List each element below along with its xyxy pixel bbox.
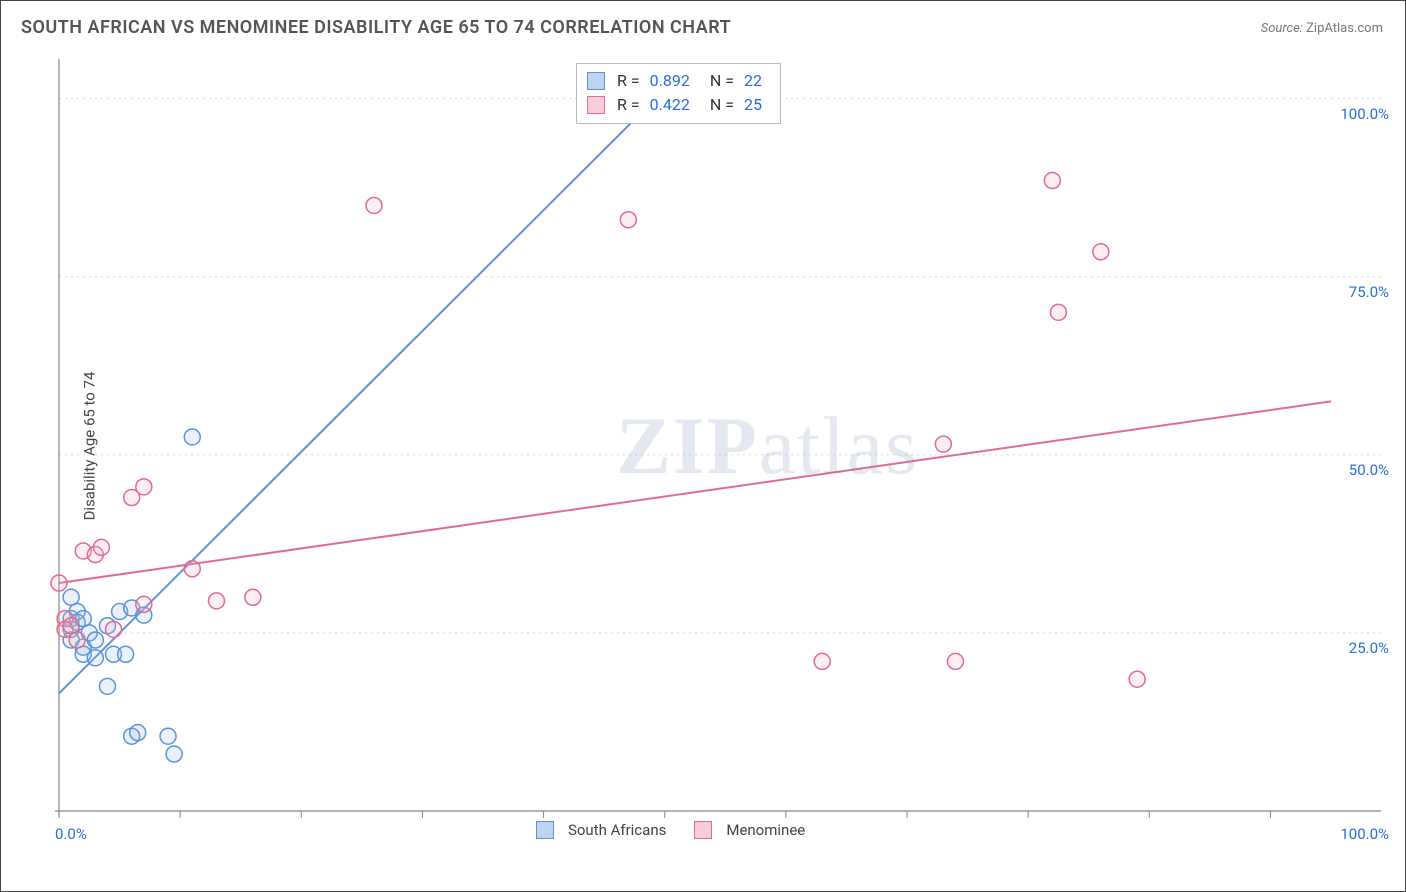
- source-credit: Source: ZipAtlas.com: [1261, 21, 1383, 36]
- y-tick-label: 25.0%: [1349, 639, 1389, 657]
- y-tick-label: 50.0%: [1349, 461, 1389, 479]
- legend-item-menominee: Menominee: [694, 821, 805, 839]
- y-tick-label: 100.0%: [1340, 105, 1389, 123]
- legend-swatch-menominee: [694, 821, 712, 839]
- stats-n-value: 22: [744, 69, 762, 93]
- stats-r-label: R =: [617, 69, 640, 93]
- plot-svg: [55, 59, 1391, 851]
- stats-n-label: N =: [710, 69, 734, 93]
- legend-swatch-south_africans: [536, 821, 554, 839]
- stats-row-menominee: R = 0.422 N = 25: [587, 93, 766, 117]
- y-tick-label: 75.0%: [1349, 283, 1389, 301]
- legend-item-south_africans: South Africans: [536, 821, 666, 839]
- legend-label-south_africans: South Africans: [568, 821, 666, 839]
- plot-area: ZIPatlas R =0.892N =22R =0.422N =25 25.0…: [55, 59, 1391, 851]
- stats-r-label: R =: [617, 93, 640, 117]
- x-tick-label: 100.0%: [1340, 825, 1389, 843]
- chart-container: SOUTH AFRICAN VS MENOMINEE DISABILITY AG…: [0, 0, 1406, 892]
- legend-bottom: South Africans Menominee: [536, 821, 805, 839]
- stats-row-south_africans: R = 0.892 N = 22: [587, 69, 766, 93]
- x-tick-label: 0.0%: [55, 825, 87, 843]
- legend-label-menominee: Menominee: [726, 821, 805, 839]
- stats-r-value: 0.892: [650, 69, 690, 93]
- swatch-menominee: [587, 96, 605, 114]
- swatch-south_africans: [587, 72, 605, 90]
- source-value: ZipAtlas.com: [1306, 21, 1383, 36]
- stats-n-value: 25: [744, 93, 762, 117]
- source-label: Source:: [1261, 21, 1303, 36]
- stats-n-label: N =: [710, 93, 734, 117]
- chart-title: SOUTH AFRICAN VS MENOMINEE DISABILITY AG…: [21, 17, 731, 38]
- stats-legend-box: R = 0.892 N = 22 R = 0.422 N = 25: [576, 63, 781, 124]
- stats-r-value: 0.422: [650, 93, 690, 117]
